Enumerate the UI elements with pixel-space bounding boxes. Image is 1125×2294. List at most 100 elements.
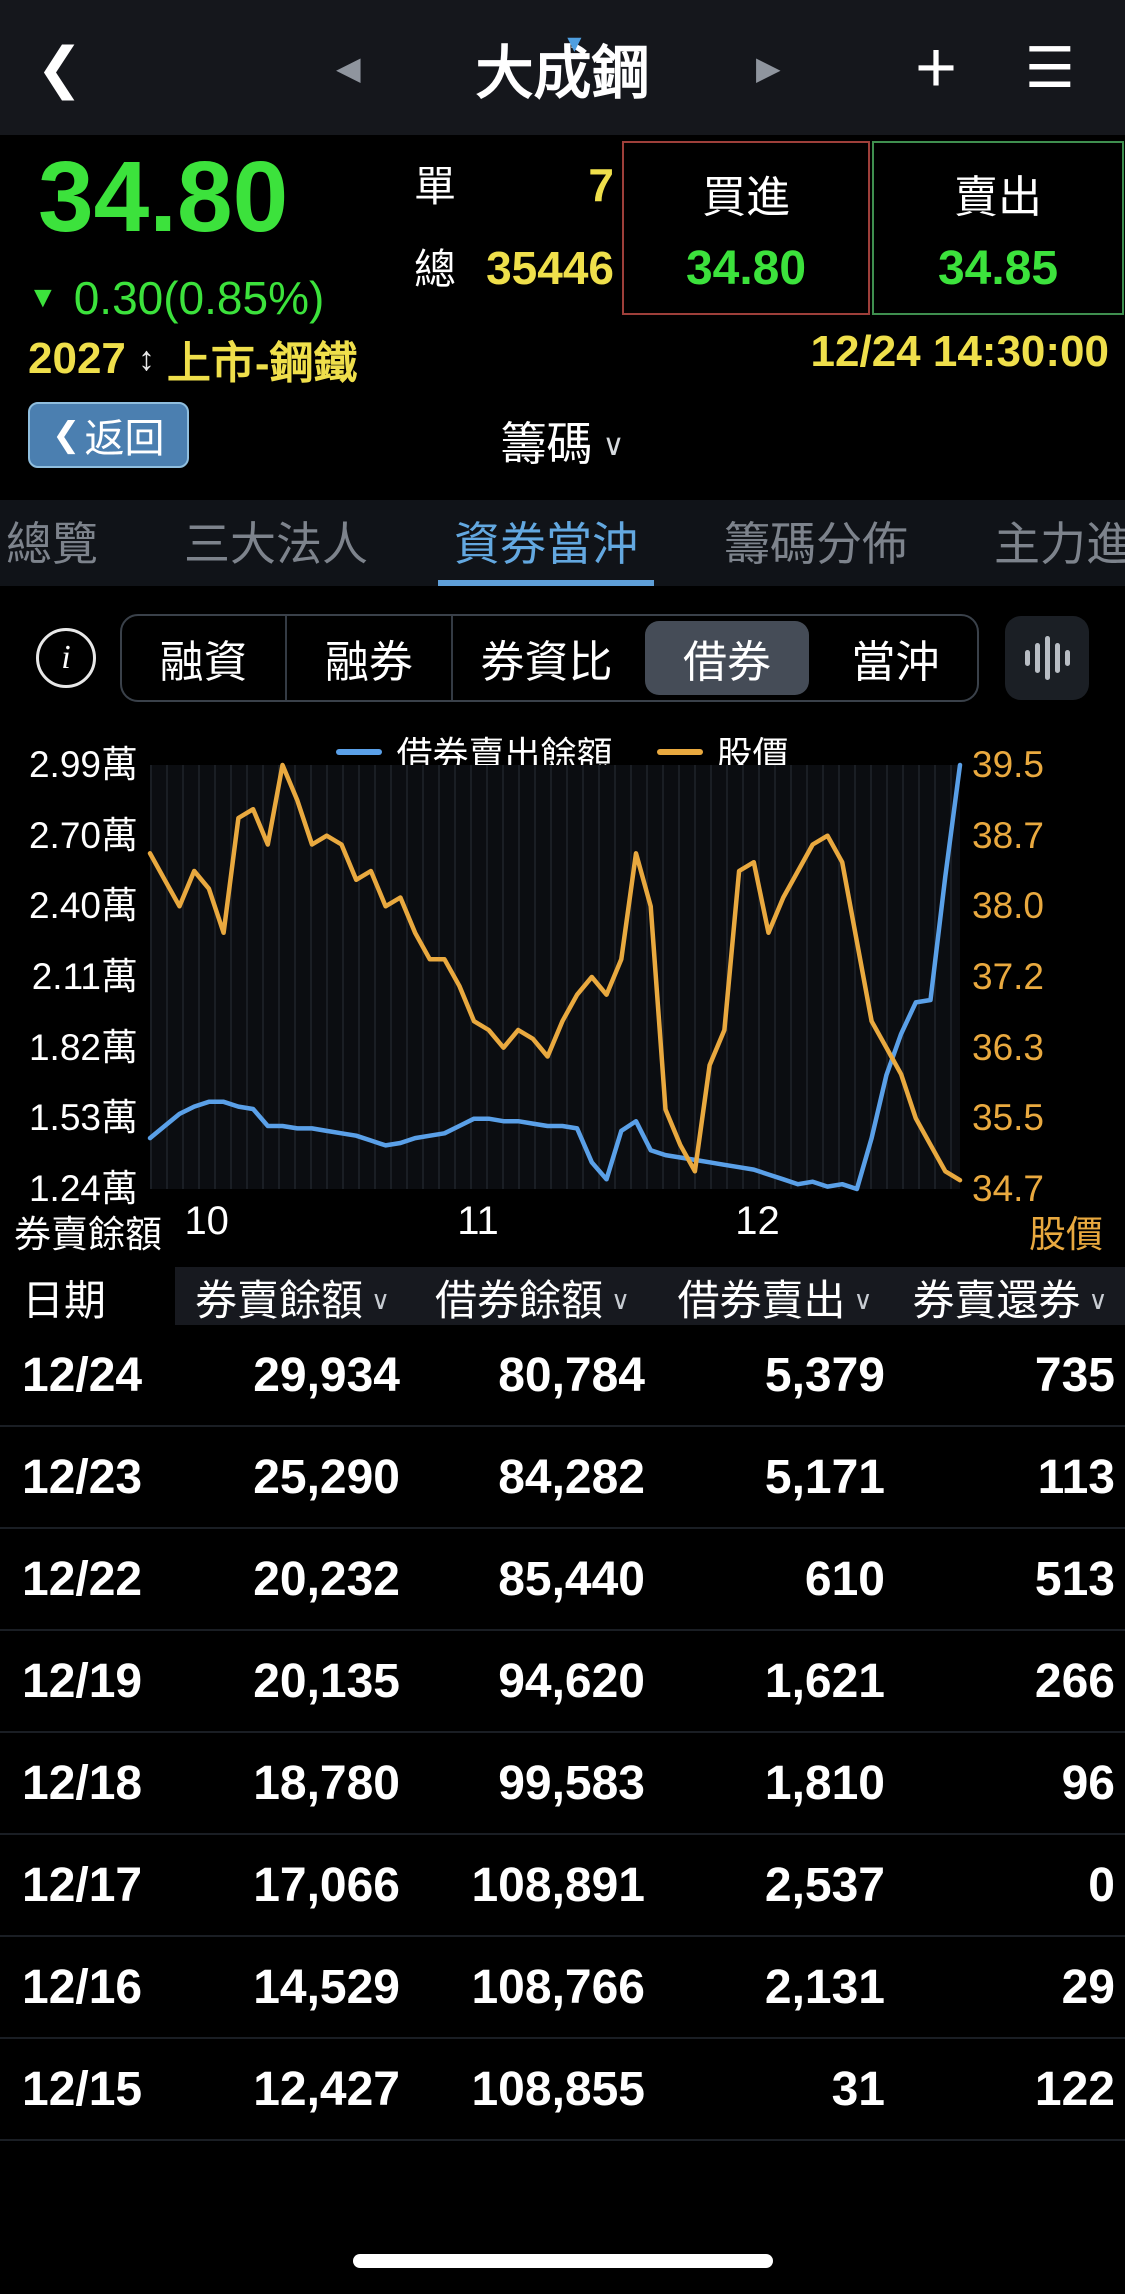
sort-caret-icon: ∨	[853, 1285, 873, 1315]
toolbar: ❮ 返回 籌碼 ∨	[0, 390, 1125, 500]
info-icon[interactable]: i	[36, 628, 96, 688]
bid-label: 買進	[702, 172, 790, 222]
tab-major-players[interactable]: 主力進出	[994, 518, 1125, 570]
tab-institutional[interactable]: 三大法人	[184, 518, 368, 570]
nav-bar: ❮ ◀ 大成鋼 ▶ + ☰ ▼	[0, 0, 1125, 135]
sort-caret-icon: ∨	[610, 1285, 631, 1315]
chart-plot[interactable]	[147, 762, 963, 1192]
row-lending-sell: 31	[831, 2062, 885, 2116]
row-lending-balance: 85,440	[498, 1552, 645, 1606]
sort-caret-icon: ∨	[370, 1285, 391, 1315]
row-short-return: 96	[1061, 1756, 1115, 1810]
subtab-daytrade[interactable]: 當沖	[851, 638, 940, 687]
axis-tick-label: 1.53萬	[28, 1097, 138, 1139]
chart-style-button[interactable]	[1005, 616, 1089, 700]
row-short-balance: 20,135	[253, 1654, 400, 1708]
table-row[interactable]: 12/22 20,232 85,440 610 513	[0, 1529, 1125, 1631]
prev-stock-icon[interactable]: ◀	[336, 49, 361, 86]
axis-tick-label: 36.3	[972, 1026, 1045, 1068]
row-lending-balance: 108,855	[471, 2062, 645, 2116]
legend-swatch-orange	[656, 749, 703, 755]
y-right-ticks: 39.5 38.7 38.0 37.2 36.3 35.5 34.7	[972, 743, 1122, 1211]
menu-icon[interactable]: ☰	[1024, 35, 1075, 99]
ask-box[interactable]: 賣出 34.85	[872, 141, 1124, 315]
next-stock-icon[interactable]: ▶	[756, 49, 781, 86]
x-axis-tick-label: 12	[735, 1199, 780, 1243]
back-icon[interactable]: ❮	[36, 35, 83, 99]
row-short-return: 513	[1034, 1552, 1115, 1606]
table-row[interactable]: 12/16 14,529 108,766 2,131 29	[0, 1937, 1125, 2039]
header-short-return[interactable]: 券賣還券 ∨	[912, 1277, 1108, 1324]
row-date: 12/17	[22, 1858, 143, 1912]
y-left-ticks: 2.99萬 2.70萬 2.40萬 2.11萬 1.82萬 1.53萬 1.24萬	[0, 743, 138, 1211]
total-label: 總	[414, 246, 457, 293]
table-row[interactable]: 12/17 17,066 108,891 2,537 0	[0, 1835, 1125, 1937]
row-short-balance: 17,066	[253, 1858, 400, 1912]
subtab-ratio[interactable]: 券資比	[450, 616, 641, 700]
row-lending-sell: 5,379	[764, 1348, 885, 1402]
header-short-balance[interactable]: 券賣餘額 ∨	[194, 1277, 391, 1324]
x-axis-ticks: 10 11 12	[150, 1199, 960, 1245]
unit-label: 單	[414, 163, 457, 210]
header-lending-balance[interactable]: 借券餘額 ∨	[434, 1277, 631, 1324]
row-lending-sell: 5,171	[764, 1450, 885, 1504]
equalizer-icon	[1024, 650, 1030, 666]
row-short-return: 29	[1061, 1960, 1115, 2014]
bid-box[interactable]: 買進 34.80	[622, 141, 870, 315]
table-rows[interactable]: 12/24 29,934 80,784 5,379 735 12/23 25,2…	[0, 1325, 1125, 2243]
x-axis-tick-label: 11	[457, 1199, 499, 1243]
header-lending-sell[interactable]: 借券賣出 ∨	[677, 1277, 873, 1324]
legend-swatch-blue	[336, 749, 383, 755]
sub-tab-bar: i 融資 融券 券資比 借券 當沖	[0, 612, 1125, 704]
axis-tick-label: 2.70萬	[28, 814, 138, 856]
axis-tick-label: 2.40萬	[28, 885, 138, 927]
sub-tab-group: 融資 融券 券資比 借券 當沖	[120, 614, 979, 702]
market-category: 上市-鋼鐵	[166, 339, 358, 388]
table-row[interactable]: 12/24 29,934 80,784 5,379 735	[0, 1325, 1125, 1427]
row-lending-sell: 2,537	[764, 1858, 885, 1912]
subtab-margin-sell[interactable]: 融券	[285, 616, 450, 700]
row-short-return: 113	[1037, 1450, 1115, 1504]
price-change: ▼ 0.30(0.85%)	[28, 271, 324, 325]
quote-panel: 34.80 ▼ 0.30(0.85%) 單 7 總 35446 買進 34.80…	[0, 135, 1125, 390]
axis-tick-label: 35.5	[972, 1097, 1045, 1139]
bid-price: 34.80	[685, 241, 807, 295]
quote-timestamp: 12/24 14:30:00	[810, 327, 1109, 376]
table-row[interactable]: 12/15 12,427 108,855 31 122	[0, 2039, 1125, 2141]
add-icon[interactable]: +	[914, 27, 957, 108]
axis-tick-label: 39.5	[972, 744, 1045, 785]
table-row[interactable]: 12/18 18,780 99,583 1,810 96	[0, 1733, 1125, 1835]
row-short-return: 122	[1034, 2062, 1115, 2116]
row-lending-balance: 108,891	[471, 1858, 645, 1912]
tab-overview[interactable]: 總覽	[6, 518, 98, 570]
bottom-mask	[0, 2160, 1125, 2294]
subtab-margin-buy[interactable]: 融資	[159, 638, 248, 687]
row-short-balance: 12,427	[253, 2062, 400, 2116]
row-date: 12/24	[22, 1348, 143, 1402]
symbol-code: 2027	[28, 334, 126, 383]
updown-icon: ↕	[137, 339, 155, 378]
tab-margin-daytrade[interactable]: 資券當沖	[438, 508, 654, 586]
row-short-balance: 14,529	[253, 1960, 400, 2014]
tab-chip-distribution[interactable]: 籌碼分佈	[724, 518, 908, 570]
category-dropdown[interactable]: 籌碼 ∨	[501, 408, 625, 474]
row-lending-sell: 610	[804, 1552, 885, 1606]
axis-tick-label: 38.7	[972, 814, 1045, 856]
row-date: 12/15	[22, 2062, 143, 2116]
row-short-balance: 20,232	[253, 1552, 400, 1606]
title-caret-icon: ▼	[562, 29, 587, 57]
row-short-balance: 29,934	[253, 1348, 400, 1402]
row-short-return: 735	[1034, 1348, 1115, 1402]
axis-tick-label: 37.2	[972, 955, 1045, 997]
row-lending-balance: 94,620	[498, 1654, 645, 1708]
row-short-balance: 25,290	[253, 1450, 400, 1504]
home-indicator[interactable]	[352, 2254, 773, 2268]
unit-value: 7	[588, 159, 614, 211]
table-row[interactable]: 12/23 25,290 84,282 5,171 113	[0, 1427, 1125, 1529]
table-row[interactable]: 12/19 20,135 94,620 1,621 266	[0, 1631, 1125, 1733]
subtab-securities-lending[interactable]: 借券	[645, 621, 809, 695]
down-triangle-icon: ▼	[28, 281, 58, 314]
last-price: 34.80	[38, 141, 289, 253]
row-date: 12/16	[22, 1960, 143, 2014]
return-button[interactable]: ❮ 返回	[28, 402, 189, 468]
